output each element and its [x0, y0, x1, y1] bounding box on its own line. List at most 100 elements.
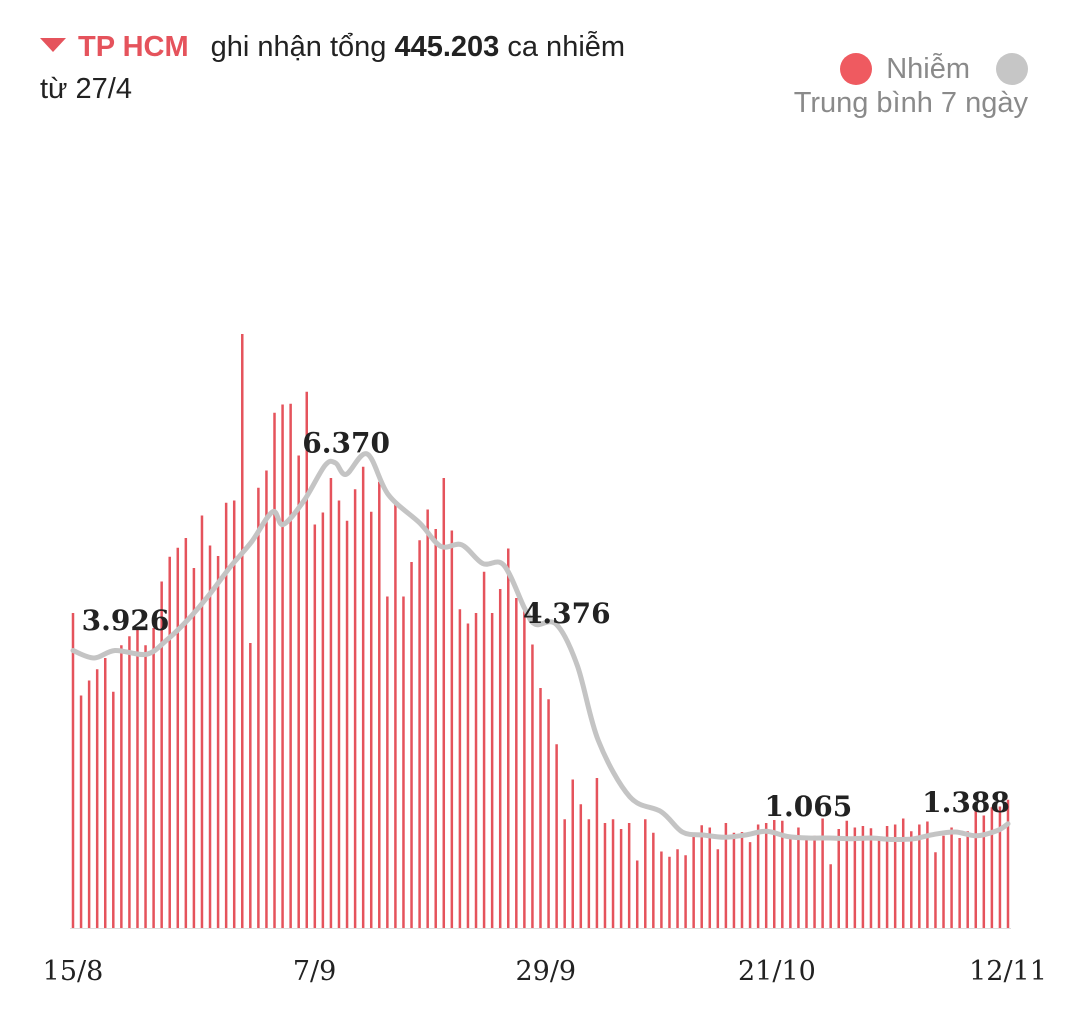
bar: [160, 581, 163, 928]
bar: [442, 478, 446, 928]
bar: [942, 835, 945, 928]
bar: [861, 826, 865, 928]
bar: [829, 864, 832, 928]
bar: [934, 852, 937, 928]
header-text-before: ghi nhận tổng: [210, 31, 387, 63]
bar: [732, 832, 736, 928]
bar: [974, 803, 978, 928]
bar: [402, 596, 405, 928]
bar: [410, 562, 413, 928]
bar: [313, 524, 317, 928]
bar: [676, 849, 679, 928]
bar: [257, 487, 260, 928]
bar: [515, 598, 518, 928]
bar: [79, 695, 83, 928]
legend-infected-label: Nhiễm: [886, 53, 970, 85]
bar: [700, 825, 703, 928]
bar: [289, 403, 292, 928]
bar: [71, 613, 75, 928]
bar: [716, 849, 720, 928]
bar: [474, 613, 478, 928]
bar: [369, 511, 373, 928]
chart-header: TP HCM ghi nhận tổng 445.203 ca nhiễm từ …: [40, 26, 740, 110]
bar: [120, 645, 123, 928]
x-tick-label: 15/8: [43, 956, 104, 987]
bar: [627, 823, 631, 928]
bar: [789, 835, 792, 928]
bar: [660, 851, 663, 928]
bar: [466, 623, 470, 928]
triangle-down-icon: [40, 38, 66, 53]
x-tick-label: 7/9: [293, 956, 336, 987]
bar: [136, 628, 139, 928]
bar: [482, 571, 486, 928]
bar: [265, 470, 268, 928]
legend-infected-swatch-icon: [840, 53, 873, 85]
bar: [144, 645, 147, 928]
bar: [571, 779, 574, 928]
bar: [563, 819, 566, 928]
bar: [740, 832, 744, 928]
bar: [668, 856, 671, 928]
bar: [877, 836, 881, 928]
bar: [893, 824, 897, 928]
bar: [216, 556, 220, 928]
bar: [724, 823, 728, 928]
bar: [168, 556, 171, 928]
bar: [200, 515, 204, 928]
bar: [652, 832, 655, 928]
bar: [579, 804, 583, 928]
x-tick-label: 29/9: [515, 956, 576, 987]
bar: [748, 842, 752, 929]
header-total: 445.203: [394, 31, 500, 63]
bar: [523, 605, 526, 928]
data-labels: 3.926 6.370 4.376 1.065 1.388: [82, 426, 1010, 823]
bar: [781, 820, 784, 928]
bar: [982, 815, 986, 928]
bar: [329, 478, 333, 928]
bar: [797, 827, 800, 928]
bar: [394, 504, 397, 928]
header-text-after: ca nhiễm: [507, 31, 626, 63]
bar: [418, 540, 421, 928]
bar: [966, 831, 969, 928]
bar: [434, 529, 437, 928]
bar: [103, 658, 107, 928]
data-label: 1.065: [765, 790, 853, 823]
bar: [232, 500, 236, 928]
bar: [547, 699, 550, 928]
bar: [869, 828, 873, 928]
data-label: 1.388: [922, 786, 1010, 819]
bar: [764, 823, 768, 928]
data-label: 3.926: [82, 604, 170, 637]
bar: [1006, 799, 1010, 928]
data-label: 4.376: [523, 597, 611, 630]
bar: [337, 500, 341, 928]
bar: [708, 827, 712, 928]
bar: [531, 644, 534, 928]
chart-legend: Nhiễm Trung bình 7 ngày: [794, 52, 1028, 120]
bar: [281, 404, 284, 928]
bar: [837, 829, 840, 928]
bar: [353, 489, 357, 928]
bar-series: [71, 334, 1010, 929]
bar: [692, 832, 695, 928]
city-name: TP HCM: [78, 31, 189, 63]
bar: [539, 688, 542, 928]
bar: [885, 826, 889, 928]
bar: [152, 628, 155, 928]
bar: [112, 691, 115, 928]
bar: [635, 860, 639, 928]
bar: [192, 568, 196, 928]
bar: [241, 334, 244, 928]
legend-avg-label: Trung bình 7 ngày: [793, 87, 1028, 119]
header-line2: từ 27/4: [40, 73, 132, 105]
bar: [345, 520, 349, 928]
bar: [619, 829, 623, 928]
x-tick-label: 12/11: [969, 956, 1047, 987]
bar: [950, 827, 953, 928]
bar: [176, 547, 180, 928]
bar: [845, 820, 849, 928]
avg-7day-line: [70, 451, 1011, 843]
